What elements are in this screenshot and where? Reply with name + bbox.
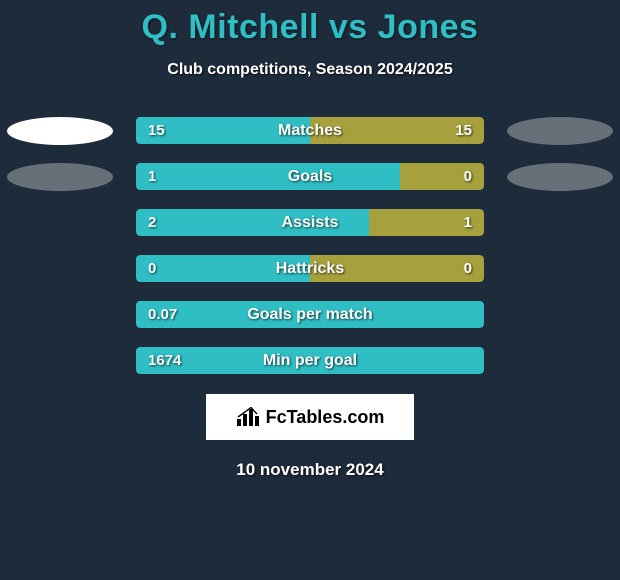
page-title: Q. Mitchell vs Jones xyxy=(0,8,620,47)
stat-bar: 10Goals xyxy=(136,163,484,190)
stat-row: 1515Matches xyxy=(0,117,620,144)
stat-label: Hattricks xyxy=(136,260,484,278)
stat-row: 1674Min per goal xyxy=(0,347,620,374)
stat-row: 0.07Goals per match xyxy=(0,301,620,328)
stat-label: Min per goal xyxy=(136,352,484,370)
stat-label: Goals per match xyxy=(136,306,484,324)
stat-row: 10Goals xyxy=(0,163,620,190)
date-text: 10 november 2024 xyxy=(0,460,620,480)
stat-label: Matches xyxy=(136,122,484,140)
subtitle: Club competitions, Season 2024/2025 xyxy=(0,61,620,79)
team-badge-left xyxy=(7,163,113,191)
logo-text: FcTables.com xyxy=(266,407,385,428)
team-badge-left xyxy=(7,117,113,145)
stat-bar: 1515Matches xyxy=(136,117,484,144)
logo-badge: FcTables.com xyxy=(206,394,414,440)
stat-row: 00Hattricks xyxy=(0,255,620,282)
stats-rows: 1515Matches 10Goals 21Assists 00Hattricks 0.… xyxy=(0,117,620,374)
stat-bar: 00Hattricks xyxy=(136,255,484,282)
stat-bar: 21Assists xyxy=(136,209,484,236)
stat-bar: 0.07Goals per match xyxy=(136,301,484,328)
team-badge-right xyxy=(507,163,613,191)
stat-row: 21Assists xyxy=(0,209,620,236)
stat-bar: 1674Min per goal xyxy=(136,347,484,374)
comparison-card: Q. Mitchell vs Jones Club competitions, … xyxy=(0,0,620,480)
team-badge-right xyxy=(507,117,613,145)
bar-chart-icon xyxy=(236,407,260,427)
stat-label: Goals xyxy=(136,168,484,186)
stat-label: Assists xyxy=(136,214,484,232)
